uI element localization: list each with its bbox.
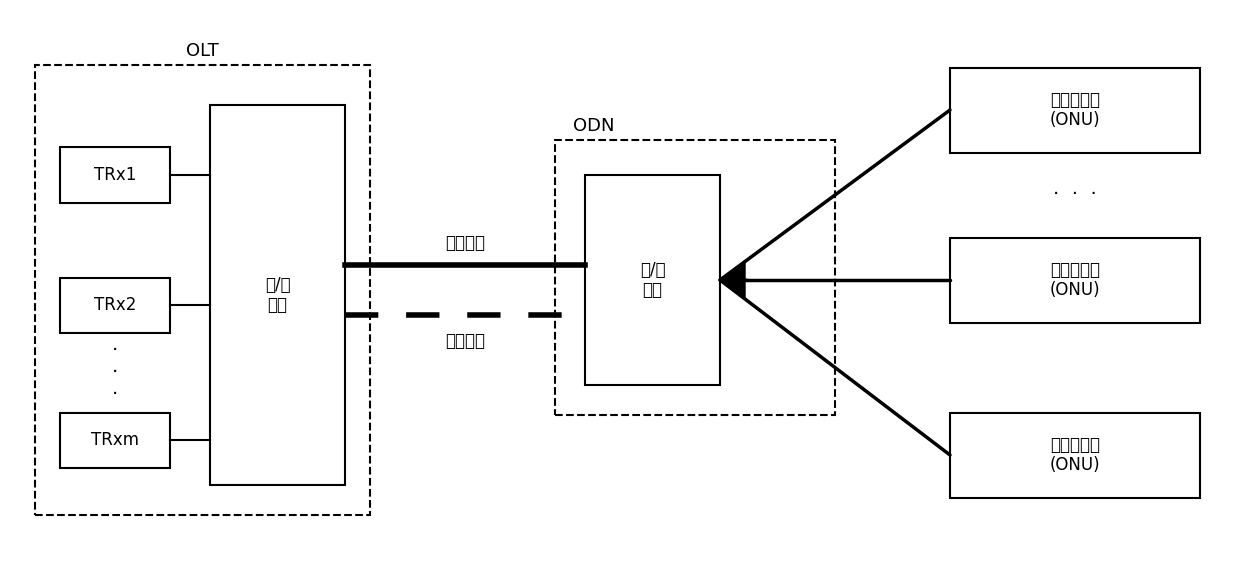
Text: 光网络单元
(ONU): 光网络单元 (ONU) [1050, 260, 1100, 299]
Polygon shape [720, 262, 745, 298]
FancyBboxPatch shape [950, 67, 1200, 153]
Text: ·
·
·: · · · [112, 341, 118, 404]
FancyBboxPatch shape [210, 105, 345, 485]
Text: TRx1: TRx1 [94, 166, 136, 184]
Text: 光网络单元
(ONU): 光网络单元 (ONU) [1050, 435, 1100, 474]
Text: 备用光纤: 备用光纤 [445, 332, 485, 350]
FancyBboxPatch shape [585, 175, 720, 385]
FancyBboxPatch shape [60, 148, 170, 202]
Text: ODN: ODN [573, 117, 615, 135]
FancyBboxPatch shape [60, 278, 170, 332]
Text: 合/分
波器: 合/分 波器 [640, 260, 666, 299]
Text: OLT: OLT [186, 42, 219, 60]
Text: 合/分
波器: 合/分 波器 [264, 276, 290, 315]
FancyBboxPatch shape [60, 413, 170, 467]
Text: 主用光纤: 主用光纤 [445, 234, 485, 252]
FancyBboxPatch shape [950, 413, 1200, 498]
Text: TRxm: TRxm [91, 431, 139, 449]
FancyBboxPatch shape [950, 238, 1200, 323]
Text: ·  ·  ·: · · · [1053, 185, 1097, 205]
Text: 光网络单元
(ONU): 光网络单元 (ONU) [1050, 91, 1100, 129]
Text: TRx2: TRx2 [94, 296, 136, 314]
